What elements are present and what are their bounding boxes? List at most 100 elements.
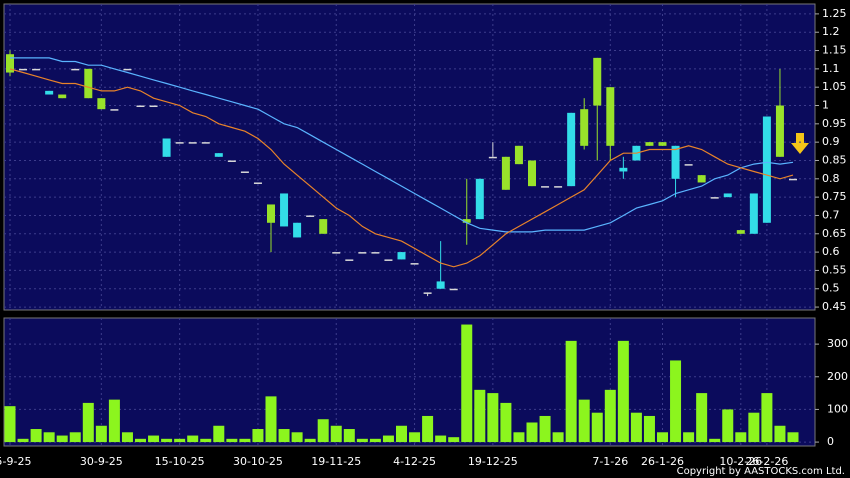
candle-body: [175, 142, 184, 144]
x-tick-label: 7-1-26: [592, 455, 628, 468]
y-tick-label: 1.1: [822, 62, 840, 75]
volume-bar: [683, 432, 695, 443]
volume-bar: [670, 360, 682, 443]
volume-bar: [135, 438, 146, 443]
moving-average-line: [10, 57, 794, 233]
volume-bar: [604, 389, 616, 443]
x-tick-label: 30-9-25: [80, 455, 123, 468]
candle-body: [6, 54, 14, 73]
volume-bar: [252, 429, 264, 443]
volume-bar: [748, 412, 760, 443]
volume-bar: [735, 432, 747, 443]
moving-average-line: [9, 68, 794, 268]
candle-body: [162, 138, 171, 157]
x-tick-label: 30-10-25: [233, 455, 283, 468]
volume-bar: [500, 402, 512, 443]
volume-bar: [565, 340, 577, 443]
candle-body: [593, 57, 602, 106]
y-tick-label: 1.25: [822, 7, 847, 20]
y-tick-label: 0.75: [822, 190, 847, 203]
volume-bar: [213, 425, 225, 443]
volume-bar: [539, 415, 551, 443]
volume-bar: [448, 437, 460, 443]
candle-body: [240, 171, 249, 173]
candle-body: [293, 222, 302, 238]
volume-bar: [630, 412, 642, 443]
y-tick-label: 1.15: [822, 44, 847, 57]
volume-bar: [526, 422, 538, 443]
volume-bar: [239, 438, 251, 443]
candle-body: [397, 252, 406, 260]
candle-body: [71, 68, 80, 71]
candle-body: [97, 98, 106, 110]
volume-bar: [369, 438, 381, 443]
candle-body: [332, 252, 341, 254]
volume-bar: [317, 419, 329, 443]
volume-bar: [617, 340, 629, 443]
x-tick-label: 15-9-25: [0, 455, 31, 468]
y-tick-label: 0.9: [822, 135, 840, 148]
candle-body: [684, 164, 693, 166]
candle-body: [475, 178, 484, 220]
candle-body: [371, 252, 380, 254]
volume-bar: [343, 429, 355, 443]
candle-body: [358, 252, 367, 254]
candle-body: [423, 292, 432, 294]
candle-body: [253, 182, 262, 184]
volume-bar: [487, 393, 499, 443]
y-tick-label: 0.55: [822, 263, 847, 276]
volume-bar: [356, 438, 368, 443]
y-tick-label: 100: [827, 402, 848, 415]
candle-body: [658, 142, 667, 146]
volume-bar: [513, 432, 525, 443]
volume-bar: [43, 432, 55, 443]
candle-body: [671, 145, 680, 179]
candle-body: [110, 109, 119, 111]
x-tick-label: 26-1-26: [641, 455, 684, 468]
volume-bar: [69, 432, 81, 443]
volume-bar: [552, 432, 564, 443]
y-tick-label: 0.45: [822, 300, 847, 313]
volume-bar: [30, 429, 42, 443]
volume-bar: [265, 396, 277, 443]
y-tick-label: 0.95: [822, 117, 847, 130]
candle-body: [19, 68, 28, 71]
y-tick-label: 1.05: [822, 80, 847, 93]
volume-bar: [422, 415, 434, 443]
candle-body: [541, 186, 550, 188]
y-tick-label: 0.5: [822, 282, 840, 295]
candle-body: [567, 112, 576, 187]
candle-body: [84, 68, 93, 99]
candle-body: [227, 160, 236, 162]
y-tick-label: 0.65: [822, 227, 847, 240]
volume-bar: [643, 415, 655, 443]
volume-bar: [161, 438, 173, 443]
candle-body: [319, 219, 328, 234]
y-tick-label: 0.8: [822, 172, 840, 185]
y-tick-label: 1: [822, 99, 829, 112]
candle-body: [606, 87, 615, 146]
candle-body: [280, 193, 289, 227]
volume-bar: [56, 435, 68, 443]
y-tick-label: 200: [827, 370, 848, 383]
volume-bar: [396, 425, 407, 443]
candle-body: [514, 145, 523, 165]
volume-bar: [696, 393, 708, 443]
candle-body: [214, 153, 223, 157]
volume-bar: [108, 399, 120, 443]
candle-body: [267, 204, 275, 223]
y-tick-label: 0: [827, 435, 834, 448]
volume-bar: [304, 438, 316, 443]
arrow-marker: [791, 133, 809, 154]
x-tick-label: 4-12-25: [393, 455, 436, 468]
candle-body: [580, 109, 589, 146]
candle-body: [32, 68, 41, 71]
candle-body: [345, 259, 354, 261]
volume-bar: [200, 438, 212, 443]
volume-bar: [722, 409, 734, 443]
volume-bar: [474, 389, 486, 443]
candle-body: [449, 288, 458, 291]
volume-bar: [461, 324, 473, 443]
y-tick-label: 0.85: [822, 153, 847, 166]
